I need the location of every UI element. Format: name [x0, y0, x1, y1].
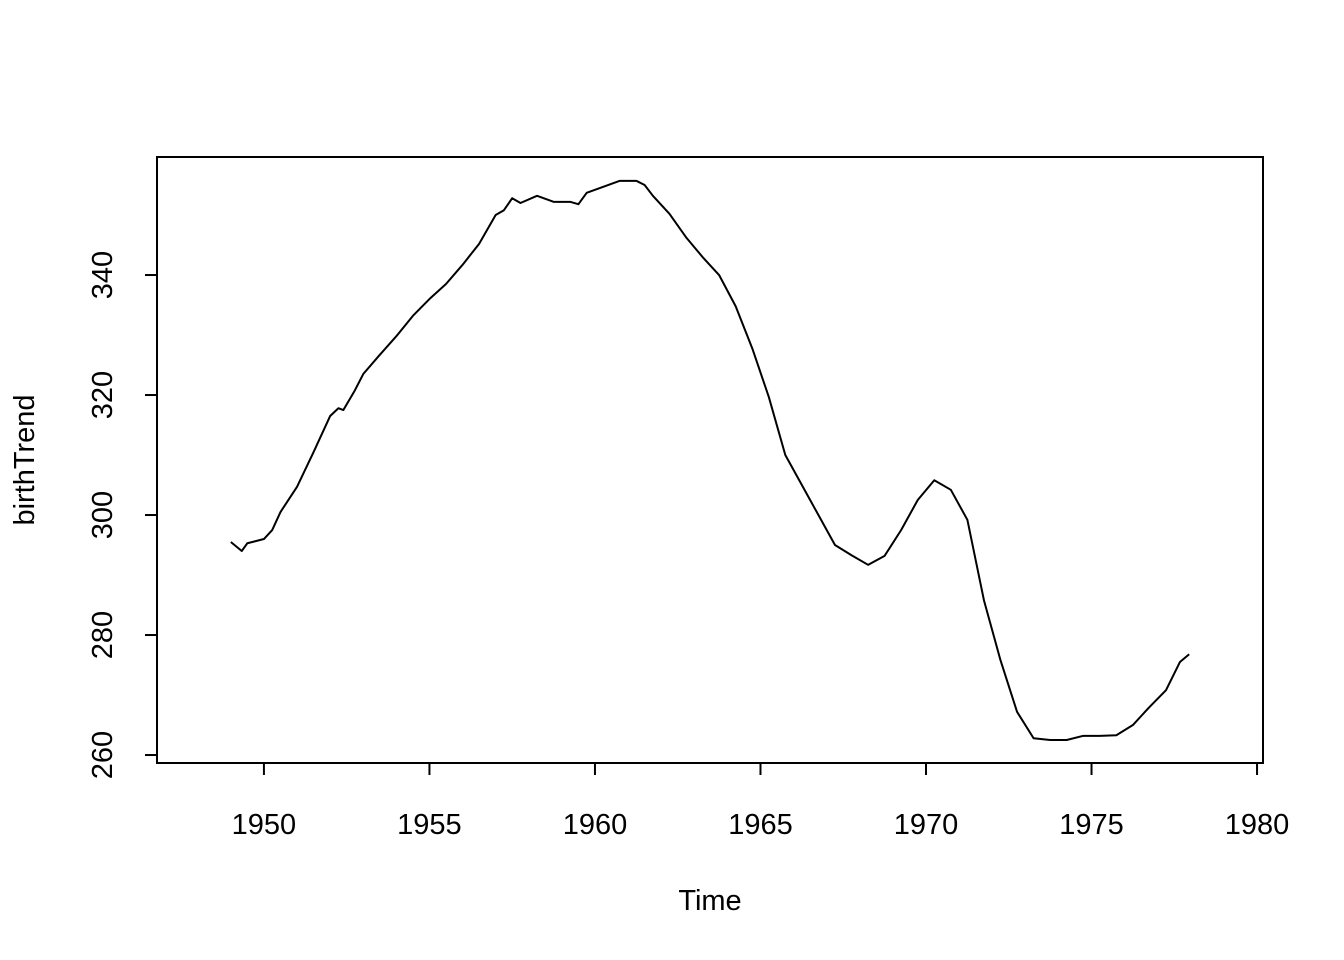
y-tick-label: 260: [87, 731, 119, 779]
x-tick-label: 1970: [894, 809, 959, 841]
x-tick-label: 1975: [1059, 809, 1124, 841]
plot-frame: [156, 156, 1264, 764]
x-axis-label: Time: [678, 885, 741, 917]
x-tick-label: 1965: [728, 809, 793, 841]
y-tick-label: 340: [87, 251, 119, 299]
x-tick-label: 1955: [397, 809, 462, 841]
line: [230, 179, 1190, 742]
x-tick-label: 1950: [232, 809, 297, 841]
y-tick-label: 320: [87, 371, 119, 419]
x-tick-label: 1980: [1225, 809, 1290, 841]
x-tick-label: 1960: [563, 809, 628, 841]
y-tick-label: 300: [87, 491, 119, 539]
y-axis-label: birthTrend: [9, 394, 41, 525]
y-tick-label: 280: [87, 611, 119, 659]
